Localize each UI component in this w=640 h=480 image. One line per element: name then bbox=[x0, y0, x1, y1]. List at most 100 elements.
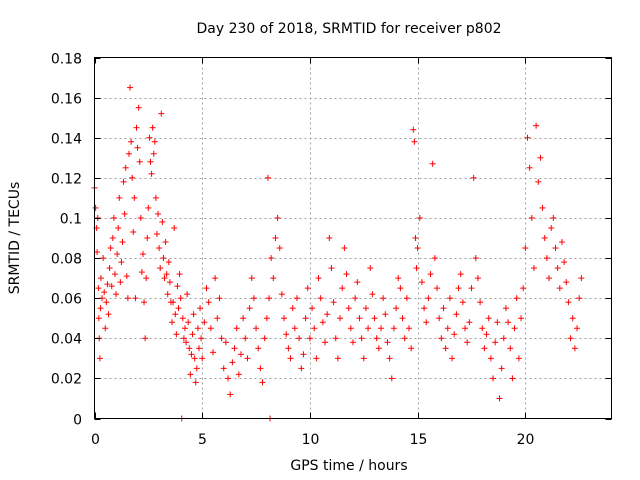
data-point bbox=[250, 295, 257, 302]
data-point bbox=[567, 335, 574, 342]
data-point bbox=[543, 255, 550, 262]
data-point bbox=[281, 315, 288, 322]
data-point bbox=[270, 275, 277, 282]
data-point bbox=[122, 164, 129, 171]
data-point bbox=[472, 255, 479, 262]
data-points bbox=[91, 84, 585, 422]
data-point bbox=[421, 305, 428, 312]
data-point bbox=[464, 339, 471, 346]
data-point bbox=[130, 228, 137, 235]
y-tick-label: 0.16 bbox=[51, 92, 82, 108]
data-point bbox=[214, 315, 221, 322]
y-tick-labels: 0 0.02 0.04 0.06 0.08 0.1 0.12 0.14 0.16 0.18 bbox=[51, 52, 82, 429]
data-point bbox=[518, 315, 525, 322]
data-point bbox=[455, 285, 462, 292]
data-point bbox=[229, 359, 236, 366]
data-point bbox=[373, 335, 380, 342]
data-point bbox=[162, 239, 169, 246]
data-point bbox=[446, 295, 453, 302]
data-point bbox=[113, 291, 120, 298]
x-tick-label: 10 bbox=[302, 432, 320, 448]
data-point bbox=[163, 271, 170, 278]
data-point bbox=[375, 345, 382, 352]
data-point bbox=[287, 355, 294, 362]
data-point bbox=[477, 299, 484, 306]
data-point bbox=[522, 245, 529, 252]
data-point bbox=[487, 355, 494, 362]
data-point bbox=[240, 315, 247, 322]
data-point bbox=[365, 325, 372, 332]
data-point bbox=[115, 224, 122, 231]
data-point bbox=[248, 275, 255, 282]
data-point bbox=[466, 319, 473, 326]
data-point bbox=[195, 345, 202, 352]
data-point bbox=[397, 285, 404, 292]
data-point bbox=[416, 214, 423, 221]
data-point bbox=[170, 299, 177, 306]
data-point bbox=[347, 325, 354, 332]
data-point bbox=[141, 299, 148, 306]
data-point bbox=[341, 245, 348, 252]
data-point bbox=[343, 271, 350, 278]
data-point bbox=[104, 281, 111, 288]
data-point bbox=[159, 218, 166, 225]
y-tick-label: 0.08 bbox=[51, 252, 82, 268]
data-point bbox=[131, 194, 138, 201]
data-point bbox=[324, 311, 331, 318]
data-point bbox=[129, 174, 136, 181]
data-point bbox=[191, 355, 198, 362]
data-point bbox=[552, 245, 559, 252]
data-point bbox=[220, 365, 227, 372]
y-tick-label: 0.06 bbox=[51, 292, 82, 308]
data-point bbox=[148, 170, 155, 177]
data-point bbox=[237, 351, 244, 358]
data-point bbox=[356, 315, 363, 322]
data-point bbox=[158, 110, 165, 117]
y-tick-label: 0 bbox=[73, 413, 82, 429]
data-point bbox=[160, 255, 167, 262]
data-point bbox=[100, 255, 107, 262]
data-point bbox=[502, 305, 509, 312]
data-point bbox=[179, 315, 186, 322]
data-point bbox=[184, 291, 191, 298]
data-point bbox=[311, 325, 318, 332]
data-point bbox=[171, 224, 178, 231]
y-tick-label: 0.02 bbox=[51, 372, 82, 388]
data-point bbox=[209, 349, 216, 356]
data-point bbox=[116, 194, 123, 201]
data-point bbox=[177, 295, 184, 302]
data-point bbox=[578, 275, 585, 282]
data-point bbox=[139, 251, 146, 258]
data-point bbox=[548, 224, 555, 231]
data-point bbox=[317, 295, 324, 302]
data-point bbox=[457, 271, 464, 278]
data-point bbox=[227, 391, 234, 398]
data-point bbox=[546, 275, 553, 282]
data-point bbox=[319, 319, 326, 326]
data-point bbox=[414, 245, 421, 252]
data-point bbox=[403, 295, 410, 302]
data-point bbox=[110, 214, 117, 221]
data-point bbox=[193, 365, 200, 372]
data-point bbox=[128, 138, 135, 145]
data-point bbox=[556, 285, 563, 292]
data-point bbox=[246, 305, 253, 312]
data-point bbox=[174, 283, 181, 290]
data-point bbox=[490, 375, 497, 382]
data-point bbox=[505, 319, 512, 326]
data-point bbox=[541, 235, 548, 241]
data-point bbox=[384, 339, 391, 346]
data-point bbox=[431, 255, 438, 262]
data-point bbox=[537, 154, 544, 161]
data-point bbox=[153, 230, 160, 237]
data-point bbox=[107, 245, 114, 252]
data-point bbox=[235, 371, 242, 378]
data-point bbox=[137, 214, 144, 221]
plot-frame bbox=[94, 57, 612, 419]
data-point bbox=[462, 325, 469, 332]
y-axis-label: SRMTID / TECUs bbox=[7, 182, 23, 295]
data-point bbox=[189, 331, 196, 338]
data-point bbox=[190, 311, 197, 318]
data-point bbox=[155, 210, 162, 217]
